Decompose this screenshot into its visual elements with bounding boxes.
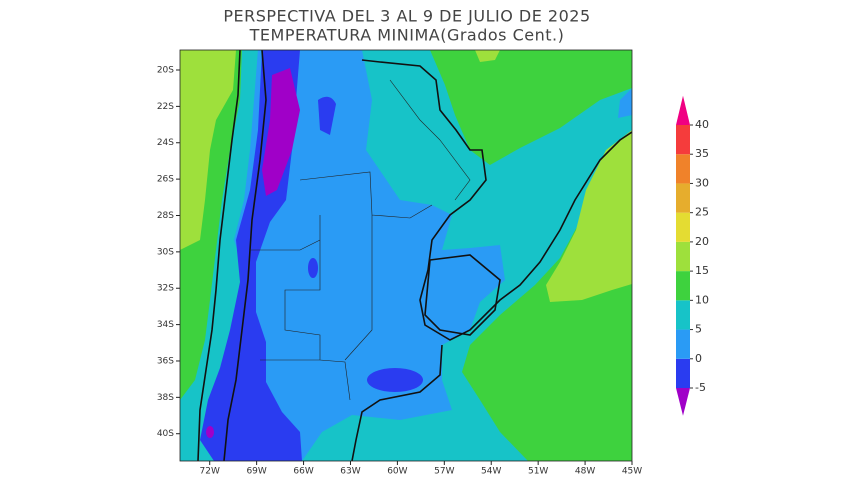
lat-tick-label: 28S <box>157 211 174 221</box>
field-cool-coast <box>618 90 632 118</box>
lon-tick-label: 45W <box>622 467 642 477</box>
colorbar-band <box>676 358 690 388</box>
lon-tick-label: 69W <box>246 467 266 477</box>
colorbar-band <box>676 300 690 330</box>
colorbar: -5 0 5 10 15 20 25 30 35 40 <box>676 95 709 416</box>
colorbar-band <box>676 212 690 242</box>
border-uruguay <box>424 254 501 336</box>
colorbar-band <box>676 183 690 213</box>
field-freezing-puna <box>262 68 300 196</box>
colorbar-label: 20 <box>695 235 709 248</box>
lat-tick-label: 24S <box>157 138 174 148</box>
lon-tick-label: 60W <box>387 467 407 477</box>
lat-tick-label: 34S <box>157 320 174 330</box>
field-mild-ocean <box>546 130 632 302</box>
border-andes <box>223 50 267 461</box>
lat-tick-label: 40S <box>157 429 174 439</box>
field-cold-spot <box>308 258 318 278</box>
coast-atlantic <box>361 59 632 341</box>
colorbar-band <box>676 271 690 301</box>
lat-tick-label: 36S <box>157 356 174 366</box>
lon-tick-label: 66W <box>293 467 313 477</box>
colorbar-label: 0 <box>695 352 702 365</box>
colorbar-label: 35 <box>695 147 709 160</box>
map-title: PERSPECTIVA DEL 3 AL 9 DE JULIO DE 2025 <box>223 7 590 26</box>
colorbar-band <box>676 241 690 272</box>
lat-tick-label: 26S <box>157 175 174 185</box>
lon-tick-label: 54W <box>481 467 501 477</box>
coast-pacific <box>197 50 241 461</box>
map-subtitle: TEMPERATURA MINIMA(Grados Cent.) <box>249 26 565 45</box>
coast-argentina <box>351 344 443 461</box>
colorbar-label: 40 <box>695 118 709 131</box>
field-cool-interior <box>234 50 505 461</box>
field-cold-north <box>318 96 336 135</box>
colorbar-extend-high <box>676 95 690 125</box>
field-mild-north <box>475 50 500 62</box>
lon-tick-label: 51W <box>528 467 548 477</box>
lat-tick-label: 20S <box>157 66 174 76</box>
lat-tick-label: 30S <box>157 247 174 257</box>
field-freezing-south <box>206 426 214 438</box>
province-lines <box>250 79 471 401</box>
colorbar-band <box>676 125 690 155</box>
colorbar-label: 25 <box>695 206 709 219</box>
lon-tick-label: 57W <box>434 467 454 477</box>
colorbar-band <box>676 329 690 359</box>
field-cold-plain <box>367 368 423 392</box>
colorbar-label: 30 <box>695 176 709 189</box>
field-warm-north <box>430 50 632 165</box>
colorbar-label: 10 <box>695 293 709 306</box>
lon-tick-label: 72W <box>200 467 220 477</box>
field-mild-pacific <box>180 50 236 250</box>
map-axes: 72W 69W 66W 63W 60W 57W 54W 51W 48W 45W 20S 22S 24S 2… <box>157 66 642 477</box>
lat-tick-label: 32S <box>157 284 174 294</box>
map-frame <box>179 49 633 462</box>
lat-tick-label: 22S <box>157 102 174 112</box>
lat-tick-label: 38S <box>157 393 174 403</box>
colorbar-label: 5 <box>695 323 702 336</box>
colorbar-label: -5 <box>695 381 706 394</box>
map-fields <box>180 50 632 461</box>
colorbar-label: 15 <box>695 264 709 277</box>
lon-tick-label: 48W <box>575 467 595 477</box>
colorbar-band <box>676 154 690 184</box>
colorbar-extend-low <box>676 388 690 416</box>
lon-tick-label: 63W <box>340 467 360 477</box>
